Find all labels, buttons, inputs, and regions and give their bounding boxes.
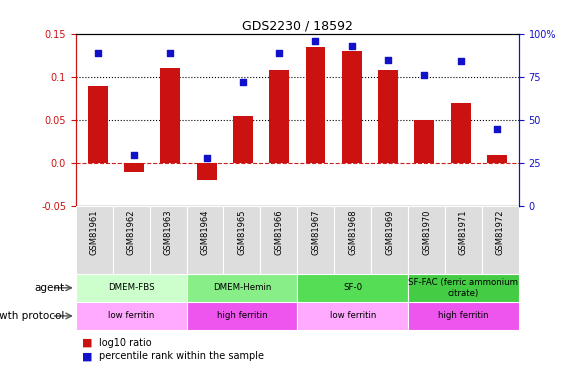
Text: GSM81969: GSM81969 [385, 210, 394, 255]
Bar [415, 120, 434, 163]
Text: GSM81972: GSM81972 [496, 210, 505, 255]
Bar [297, 302, 408, 330]
Text: GSM81962: GSM81962 [127, 210, 136, 255]
Bar [342, 51, 362, 163]
Bar [269, 70, 289, 163]
Bar [487, 154, 507, 163]
Bar [76, 274, 187, 302]
Text: GSM81965: GSM81965 [237, 210, 247, 255]
Bar [482, 206, 519, 274]
Bar [233, 116, 253, 163]
Text: low ferritin: low ferritin [329, 311, 376, 320]
Text: SF-FAC (ferric ammonium
citrate): SF-FAC (ferric ammonium citrate) [409, 278, 518, 297]
Bar [196, 163, 216, 180]
Text: ■: ■ [82, 338, 92, 348]
Bar [223, 206, 261, 274]
Bar [187, 274, 297, 302]
Bar [187, 206, 223, 274]
Point [493, 126, 502, 132]
Text: agent: agent [34, 283, 64, 293]
Text: GSM81961: GSM81961 [90, 210, 99, 255]
Bar [160, 68, 180, 163]
Point [93, 50, 102, 56]
Text: GSM81963: GSM81963 [164, 210, 173, 255]
Text: GSM81967: GSM81967 [311, 210, 320, 255]
Text: GSM81964: GSM81964 [201, 210, 209, 255]
Text: growth protocol: growth protocol [0, 311, 64, 321]
Point [166, 50, 175, 56]
Bar [261, 206, 297, 274]
Text: ■: ■ [82, 351, 92, 361]
Text: GSM81966: GSM81966 [275, 210, 283, 255]
Bar [150, 206, 187, 274]
Text: GSM81970: GSM81970 [422, 210, 431, 255]
Point [311, 38, 320, 44]
Text: DMEM-Hemin: DMEM-Hemin [213, 284, 271, 292]
Text: GSM81971: GSM81971 [459, 210, 468, 255]
Point [129, 152, 139, 157]
Bar [87, 86, 108, 163]
Text: percentile rank within the sample: percentile rank within the sample [99, 351, 264, 361]
Text: high ferritin: high ferritin [217, 311, 267, 320]
Text: high ferritin: high ferritin [438, 311, 489, 320]
Bar [305, 47, 325, 163]
Bar [451, 103, 470, 163]
Text: DMEM-FBS: DMEM-FBS [108, 284, 154, 292]
Point [456, 58, 465, 64]
Text: log10 ratio: log10 ratio [99, 338, 152, 348]
Bar [408, 206, 445, 274]
Bar [445, 206, 482, 274]
Bar [378, 70, 398, 163]
Point [275, 50, 284, 56]
Bar [371, 206, 408, 274]
Text: GSM81968: GSM81968 [348, 210, 357, 255]
Bar [408, 302, 519, 330]
Bar [113, 206, 150, 274]
Point [347, 43, 356, 49]
Bar [187, 302, 297, 330]
Text: low ferritin: low ferritin [108, 311, 154, 320]
Bar [408, 274, 519, 302]
Text: SF-0: SF-0 [343, 284, 362, 292]
Point [384, 57, 393, 63]
Bar [334, 206, 371, 274]
Bar [297, 274, 408, 302]
Bar [124, 163, 144, 172]
Bar [76, 302, 187, 330]
Point [202, 155, 211, 161]
Bar [297, 206, 334, 274]
Title: GDS2230 / 18592: GDS2230 / 18592 [242, 20, 353, 33]
Point [238, 79, 248, 85]
Point [420, 72, 429, 78]
Bar [76, 206, 113, 274]
